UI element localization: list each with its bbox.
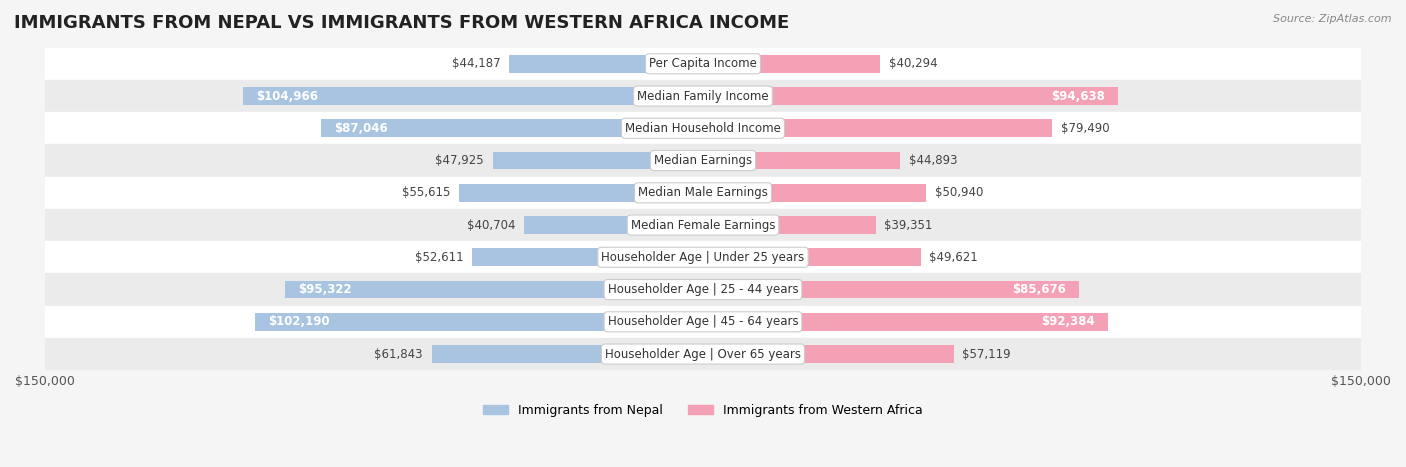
Text: IMMIGRANTS FROM NEPAL VS IMMIGRANTS FROM WESTERN AFRICA INCOME: IMMIGRANTS FROM NEPAL VS IMMIGRANTS FROM… <box>14 14 789 32</box>
Text: $85,676: $85,676 <box>1012 283 1066 296</box>
Text: $87,046: $87,046 <box>335 122 388 135</box>
Bar <box>45 338 1361 370</box>
Text: $39,351: $39,351 <box>884 219 932 232</box>
Text: $92,384: $92,384 <box>1042 315 1095 328</box>
Bar <box>703 313 1108 331</box>
Bar <box>45 274 1361 306</box>
Text: $49,621: $49,621 <box>929 251 979 264</box>
Bar <box>242 87 703 105</box>
Text: $40,294: $40,294 <box>889 57 938 71</box>
Bar <box>703 216 876 234</box>
Text: $104,966: $104,966 <box>256 90 318 103</box>
Bar <box>45 80 1361 112</box>
Text: $57,119: $57,119 <box>962 347 1011 361</box>
Text: Householder Age | Under 25 years: Householder Age | Under 25 years <box>602 251 804 264</box>
Text: Median Male Earnings: Median Male Earnings <box>638 186 768 199</box>
Bar <box>45 241 1361 274</box>
Bar <box>45 112 1361 144</box>
Text: $44,187: $44,187 <box>451 57 501 71</box>
Bar <box>703 120 1052 137</box>
Text: Householder Age | 25 - 44 years: Householder Age | 25 - 44 years <box>607 283 799 296</box>
Text: $102,190: $102,190 <box>269 315 329 328</box>
Bar <box>703 345 953 363</box>
Bar <box>254 313 703 331</box>
Bar <box>45 209 1361 241</box>
Text: Median Household Income: Median Household Income <box>626 122 780 135</box>
Text: $47,925: $47,925 <box>436 154 484 167</box>
Text: Per Capita Income: Per Capita Income <box>650 57 756 71</box>
Bar <box>703 248 921 266</box>
Text: Householder Age | Over 65 years: Householder Age | Over 65 years <box>605 347 801 361</box>
Bar <box>472 248 703 266</box>
Bar <box>45 144 1361 177</box>
Bar <box>703 152 900 170</box>
Bar <box>703 87 1118 105</box>
Text: $55,615: $55,615 <box>402 186 450 199</box>
Bar <box>703 184 927 202</box>
Text: $79,490: $79,490 <box>1060 122 1109 135</box>
Bar <box>703 281 1078 298</box>
Text: $52,611: $52,611 <box>415 251 464 264</box>
Bar <box>45 306 1361 338</box>
Text: Median Earnings: Median Earnings <box>654 154 752 167</box>
Legend: Immigrants from Nepal, Immigrants from Western Africa: Immigrants from Nepal, Immigrants from W… <box>478 399 928 422</box>
Bar <box>458 184 703 202</box>
Bar <box>524 216 703 234</box>
Bar <box>432 345 703 363</box>
Bar <box>285 281 703 298</box>
Text: $94,638: $94,638 <box>1052 90 1105 103</box>
Text: $40,704: $40,704 <box>467 219 516 232</box>
Text: $44,893: $44,893 <box>908 154 957 167</box>
Text: Median Female Earnings: Median Female Earnings <box>631 219 775 232</box>
Text: Householder Age | 45 - 64 years: Householder Age | 45 - 64 years <box>607 315 799 328</box>
Bar <box>509 55 703 73</box>
Bar <box>703 55 880 73</box>
Bar <box>45 48 1361 80</box>
Text: Source: ZipAtlas.com: Source: ZipAtlas.com <box>1274 14 1392 24</box>
Bar <box>492 152 703 170</box>
Text: $61,843: $61,843 <box>374 347 423 361</box>
Text: Median Family Income: Median Family Income <box>637 90 769 103</box>
Text: $95,322: $95,322 <box>298 283 352 296</box>
Bar <box>45 177 1361 209</box>
Bar <box>321 120 703 137</box>
Text: $50,940: $50,940 <box>935 186 984 199</box>
